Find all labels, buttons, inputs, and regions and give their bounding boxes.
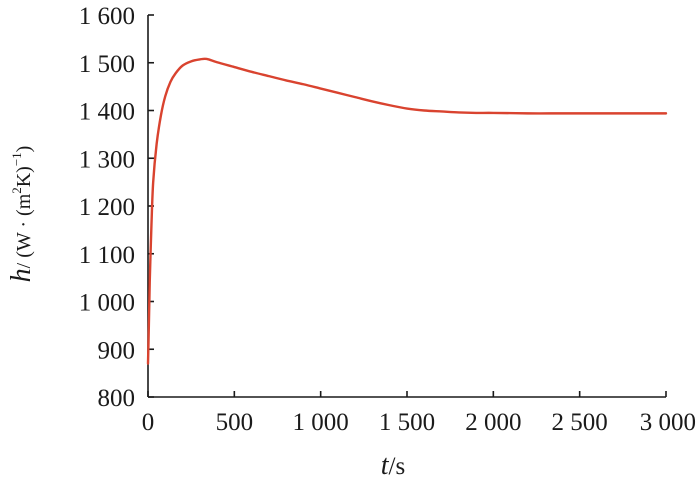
y-tick-label: 1 500 <box>79 51 135 78</box>
x-axis-title: t/s <box>381 450 405 481</box>
y-axis-unit-part2: K) <box>13 166 35 187</box>
y-axis-unit-sup2: −1 <box>9 152 24 166</box>
y-axis-title: h/ (W · (m2K)−1) <box>6 146 37 283</box>
x-tick-label: 2 500 <box>552 409 608 436</box>
y-tick-label: 1 000 <box>79 290 135 317</box>
y-tick-label: 1 200 <box>79 194 135 221</box>
x-ticks: 0 500 1 000 1 500 2 000 2 500 3 000 <box>142 391 696 436</box>
y-axis-unit-part3: ) <box>13 146 35 153</box>
x-tick-label: 3 000 <box>640 409 696 436</box>
x-tick-label: 2 000 <box>465 409 521 436</box>
x-axis-unit: /s <box>389 453 406 480</box>
y-tick-label: 1 300 <box>79 146 135 173</box>
y-tick-label: 800 <box>98 385 136 412</box>
x-tick-label: 0 <box>142 409 155 436</box>
y-axis-unit: / (W · (m <box>13 193 35 268</box>
axes <box>147 15 666 398</box>
x-axis-var: t <box>381 450 390 481</box>
y-ticks: 800 900 1 000 1 100 1 200 1 300 1 400 1 500 1 60… <box>79 3 154 412</box>
y-axis-unit-sup1: 2 <box>9 187 24 194</box>
y-axis-var: h <box>6 268 37 282</box>
y-tick-label: 900 <box>98 337 136 364</box>
y-tick-label: 1 400 <box>79 99 135 126</box>
y-tick-label: 1 100 <box>79 242 135 269</box>
series-layer <box>146 57 668 365</box>
x-tick-label: 1 500 <box>379 409 435 436</box>
x-tick-label: 500 <box>216 409 254 436</box>
x-tick-label: 1 000 <box>293 409 349 436</box>
y-tick-label: 1 600 <box>79 3 135 30</box>
series-line-0 <box>146 57 668 365</box>
